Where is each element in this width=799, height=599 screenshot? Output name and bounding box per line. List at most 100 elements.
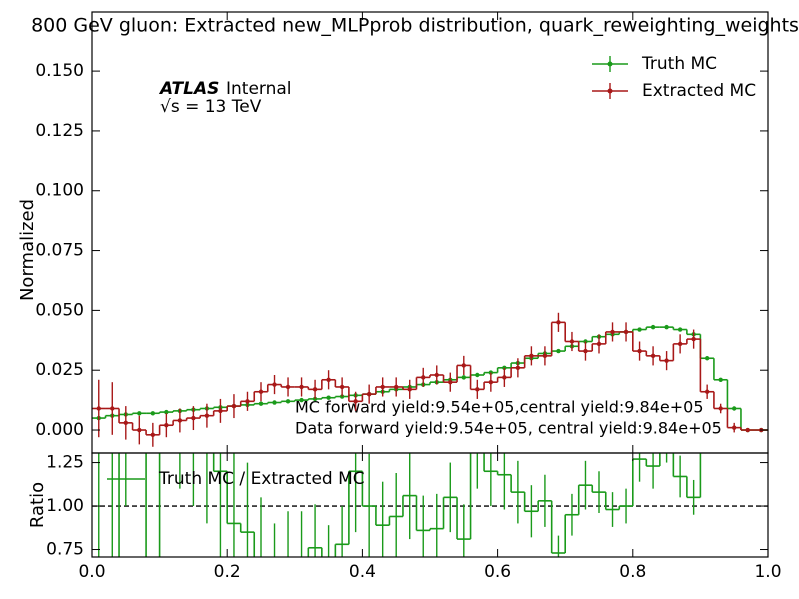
marker (177, 418, 183, 423)
energy-label: √s = 13 TeV (160, 97, 262, 117)
marker (556, 348, 561, 354)
marker (164, 423, 169, 428)
marker (596, 341, 602, 347)
marker (461, 375, 466, 380)
yield-annotation: Data forward yield:9.54e+05, central yie… (295, 419, 722, 438)
marker (245, 399, 250, 404)
marker (704, 356, 710, 361)
yield-annotation: MC forward yield:9.54e+05,central yield:… (295, 398, 704, 417)
marker (745, 427, 750, 433)
marker (569, 339, 575, 344)
marker (691, 336, 696, 342)
x-tick-label: 0.2 (214, 562, 241, 582)
marker (285, 399, 291, 404)
marker (475, 387, 480, 392)
marker (339, 384, 345, 390)
x-tick-label: 0.0 (78, 562, 105, 582)
marker (650, 324, 656, 330)
marker (258, 401, 264, 406)
x-tick-label: 1.0 (754, 562, 781, 582)
y-tick-label: 0.125 (35, 121, 84, 141)
marker (732, 406, 737, 411)
marker (164, 409, 169, 415)
marker (191, 415, 196, 421)
marker (421, 375, 426, 380)
marker (677, 341, 683, 347)
marker (664, 358, 669, 363)
marker (488, 379, 494, 385)
y-tick-label: 1.25 (46, 453, 84, 473)
marker (218, 408, 223, 414)
chart-title: 800 GeV gluon: Extracted new_MLPprob dis… (31, 15, 799, 37)
marker (407, 387, 412, 392)
marker (380, 384, 385, 390)
atlas-label: ATLAS (158, 79, 219, 99)
legend-label: Truth MC (641, 54, 717, 74)
legend-marker (607, 61, 613, 67)
legend-label: Extracted MC (642, 81, 756, 101)
marker (312, 387, 318, 392)
marker (515, 365, 521, 371)
x-tick-label: 0.6 (484, 562, 511, 582)
marker (150, 411, 156, 416)
y-tick-label: 0.000 (35, 420, 84, 440)
y-tick-label: 1.00 (46, 496, 84, 516)
marker (718, 377, 723, 382)
y-axis-label: Normalized (17, 199, 38, 301)
marker (326, 377, 331, 382)
marker (96, 406, 101, 411)
marker (650, 353, 656, 359)
internal-label: Internal (226, 79, 292, 99)
marker (110, 406, 115, 411)
marker (366, 391, 372, 397)
marker (718, 406, 723, 411)
marker (583, 348, 588, 354)
y-tick-label: 0.100 (35, 181, 84, 201)
marker (137, 427, 142, 433)
marker (637, 327, 642, 332)
marker (137, 411, 142, 416)
marker (448, 379, 453, 385)
marker (542, 353, 548, 359)
ratio-axis-label: Ratio (27, 482, 48, 528)
marker (677, 327, 683, 332)
marker (272, 382, 277, 387)
marker (732, 425, 737, 430)
marker (123, 420, 128, 426)
x-tick-label: 0.4 (349, 562, 376, 582)
marker (150, 432, 156, 438)
plot-area (92, 312, 768, 447)
y-tick-label: 0.150 (35, 61, 84, 81)
marker (704, 389, 710, 394)
axes-frame (91, 452, 769, 558)
marker (326, 395, 331, 400)
marker (502, 375, 507, 380)
marker (394, 384, 399, 390)
marker (475, 372, 480, 378)
y-tick-label: 0.025 (35, 360, 84, 380)
marker (623, 329, 629, 335)
marker (610, 329, 615, 335)
y-tick-label: 0.075 (35, 241, 84, 261)
legend-marker (607, 88, 613, 94)
marker (272, 400, 277, 405)
y-tick-label: 0.050 (35, 300, 84, 320)
marker (502, 365, 507, 371)
marker (231, 403, 237, 409)
marker (434, 372, 439, 378)
marker (556, 320, 561, 325)
x-tick-label: 0.8 (619, 562, 646, 582)
marker (664, 324, 669, 330)
marker (258, 389, 264, 394)
marker (461, 363, 466, 368)
marker (299, 397, 304, 403)
legend-label: Truth MC / Extracted MC (158, 469, 365, 489)
marker (204, 413, 210, 418)
marker (299, 384, 304, 390)
marker (353, 399, 358, 404)
plot-area (92, 453, 768, 557)
y-tick-label: 0.75 (46, 540, 84, 560)
marker (285, 384, 291, 390)
